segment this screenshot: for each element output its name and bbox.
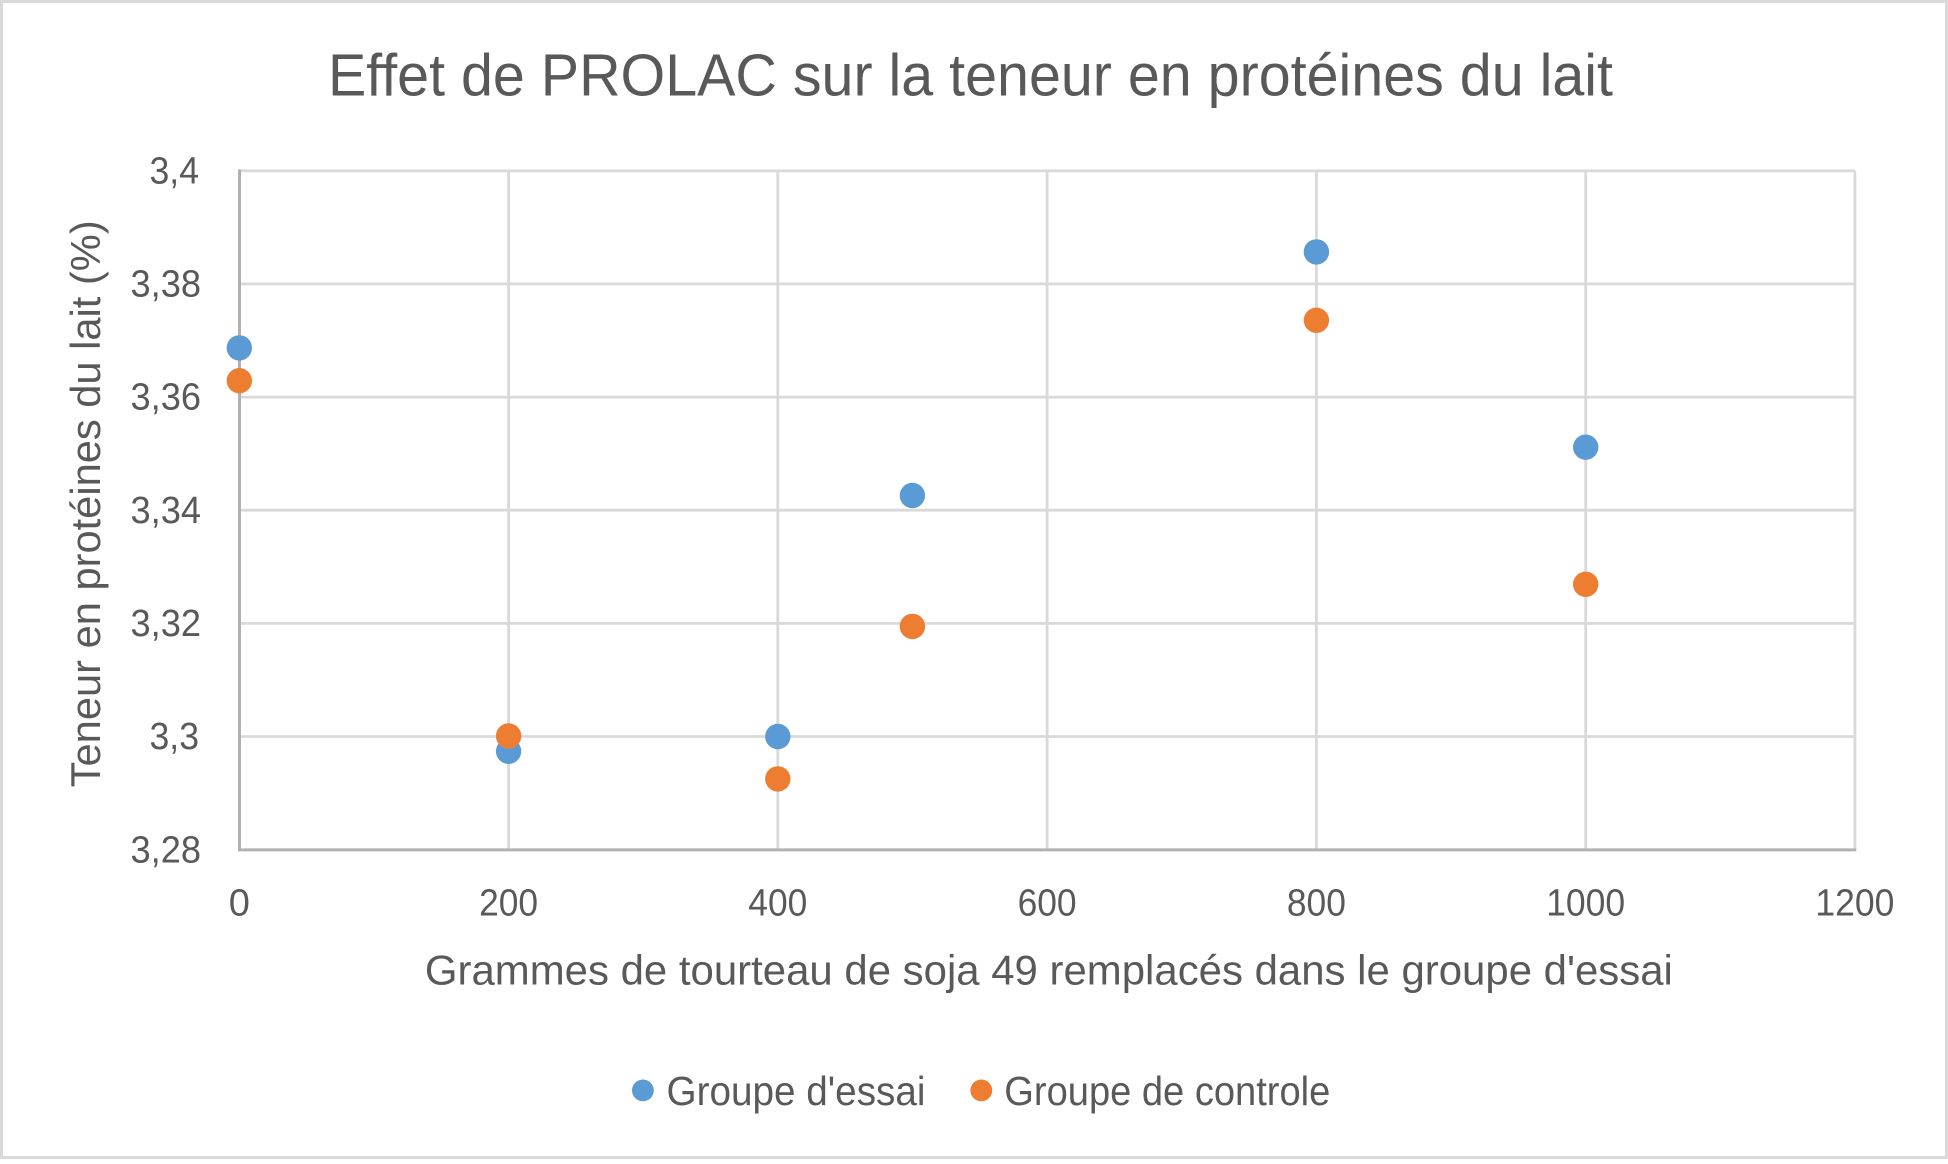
- svg-text:400: 400: [748, 882, 807, 924]
- svg-text:Effet de PROLAC sur la teneur: Effet de PROLAC sur la teneur en protéin…: [328, 42, 1613, 108]
- svg-text:3,38: 3,38: [131, 264, 202, 306]
- svg-text:Grammes de tourteau de soja 49: Grammes de tourteau de soja 49 remplacés…: [425, 946, 1673, 993]
- svg-text:3,28: 3,28: [131, 829, 202, 871]
- svg-text:3,3: 3,3: [150, 716, 200, 758]
- svg-text:200: 200: [479, 882, 538, 924]
- svg-text:3,4: 3,4: [150, 150, 200, 192]
- svg-text:3,34: 3,34: [131, 490, 202, 532]
- svg-text:Groupe de controle: Groupe de controle: [1004, 1068, 1330, 1114]
- svg-text:0: 0: [229, 882, 250, 924]
- svg-text:Teneur en protéines du lait (%: Teneur en protéines du lait (%): [62, 220, 109, 787]
- svg-text:Groupe d'essai: Groupe d'essai: [667, 1068, 926, 1114]
- svg-text:3,32: 3,32: [131, 603, 202, 645]
- svg-text:800: 800: [1287, 882, 1346, 924]
- svg-text:3,36: 3,36: [131, 377, 202, 419]
- svg-text:600: 600: [1018, 882, 1077, 924]
- svg-text:1000: 1000: [1546, 882, 1625, 924]
- svg-text:1200: 1200: [1815, 882, 1894, 924]
